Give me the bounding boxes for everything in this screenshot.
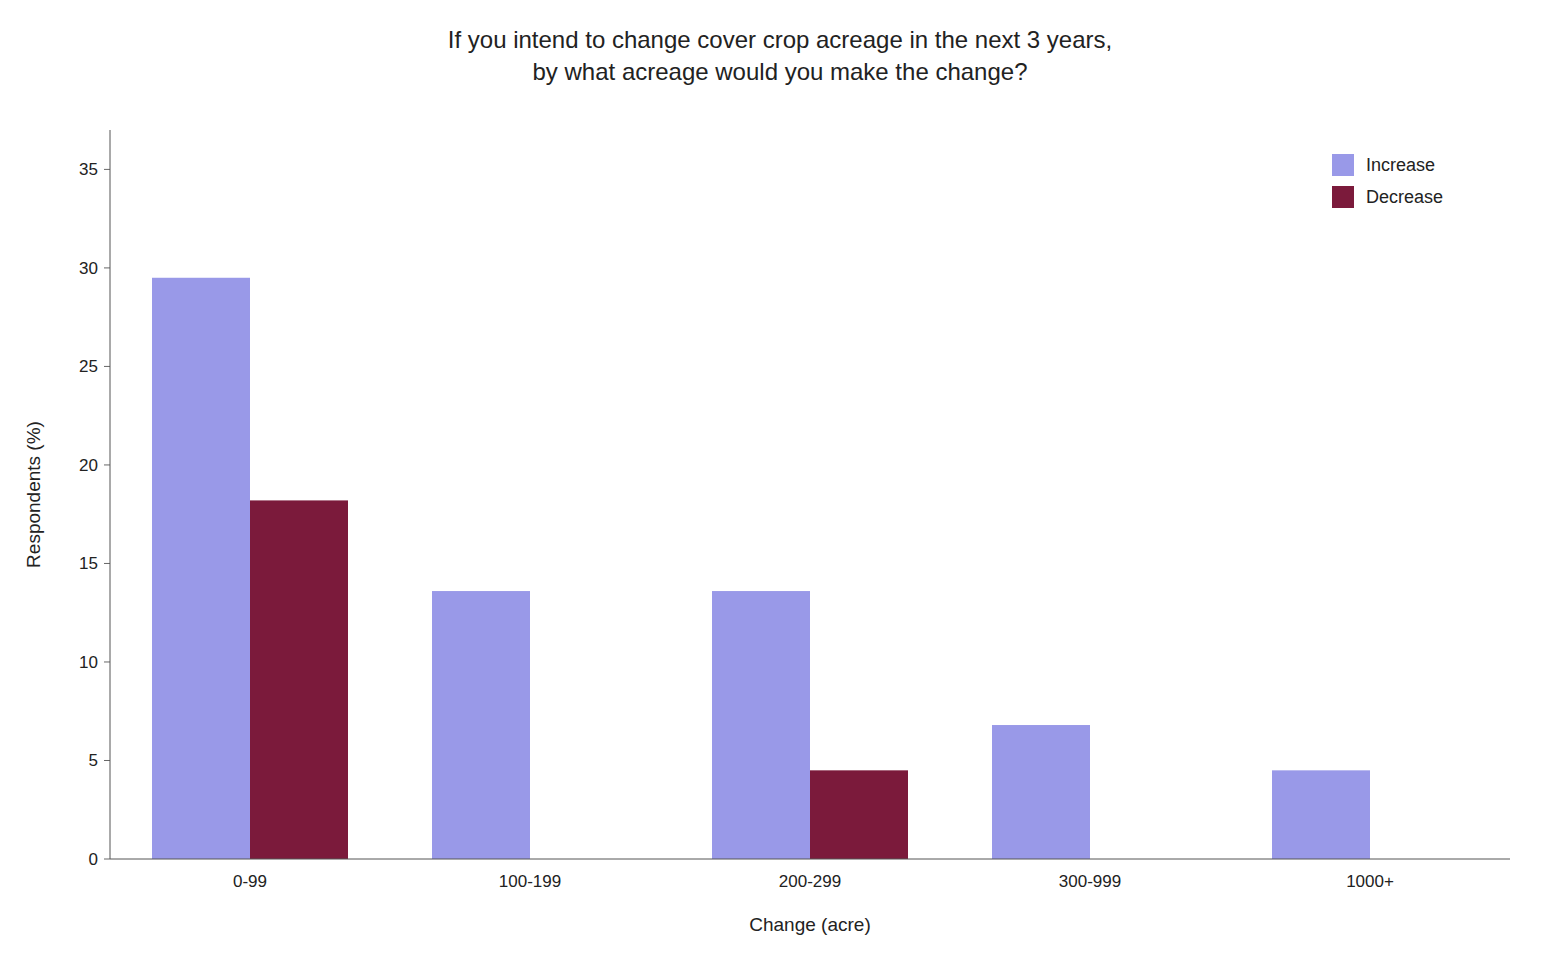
- y-tick: [104, 760, 110, 761]
- x-axis-label: Change (acre): [749, 914, 870, 935]
- y-tick: [104, 366, 110, 367]
- y-tick: [104, 661, 110, 662]
- x-tick-label: 1000+: [1346, 872, 1394, 891]
- bar: [992, 725, 1090, 859]
- y-tick-label: 25: [79, 357, 98, 376]
- x-tick-label: 200-299: [779, 872, 841, 891]
- y-tick: [104, 169, 110, 170]
- bar: [1272, 770, 1370, 859]
- bar: [250, 500, 348, 859]
- title-line: by what acreage would you make the chang…: [533, 58, 1028, 85]
- legend-label: Increase: [1366, 155, 1435, 175]
- y-tick: [104, 859, 110, 860]
- x-tick-label: 0-99: [233, 872, 267, 891]
- y-tick: [104, 267, 110, 268]
- bar: [810, 770, 908, 859]
- y-tick: [104, 464, 110, 465]
- y-tick-label: 5: [89, 751, 98, 770]
- bars: [152, 278, 1370, 859]
- y-axis-line: [110, 130, 111, 859]
- y-tick-label: 0: [89, 850, 98, 869]
- bar: [712, 591, 810, 859]
- legend-swatch: [1332, 186, 1354, 208]
- chart-container: If you intend to change cover crop acrea…: [0, 0, 1560, 969]
- x-tick-label: 100-199: [499, 872, 561, 891]
- bar: [152, 278, 250, 859]
- y-tick-label: 20: [79, 456, 98, 475]
- legend-swatch: [1332, 154, 1354, 176]
- y-tick-label: 15: [79, 554, 98, 573]
- bar: [432, 591, 530, 859]
- title-line: If you intend to change cover crop acrea…: [448, 26, 1112, 53]
- title: If you intend to change cover crop acrea…: [448, 26, 1112, 85]
- y-tick-label: 35: [79, 160, 98, 179]
- legend: Increase Decrease: [1320, 140, 1490, 224]
- x-tick-label: 300-999: [1059, 872, 1121, 891]
- chart-svg: If you intend to change cover crop acrea…: [0, 0, 1560, 969]
- y-axis-label: Respondents (%): [23, 421, 44, 568]
- y-tick-label: 10: [79, 653, 98, 672]
- x-axis-line: [110, 859, 1510, 860]
- y-tick-label: 30: [79, 259, 98, 278]
- legend-box: [1320, 140, 1490, 224]
- y-tick: [104, 563, 110, 564]
- legend-label: Decrease: [1366, 187, 1443, 207]
